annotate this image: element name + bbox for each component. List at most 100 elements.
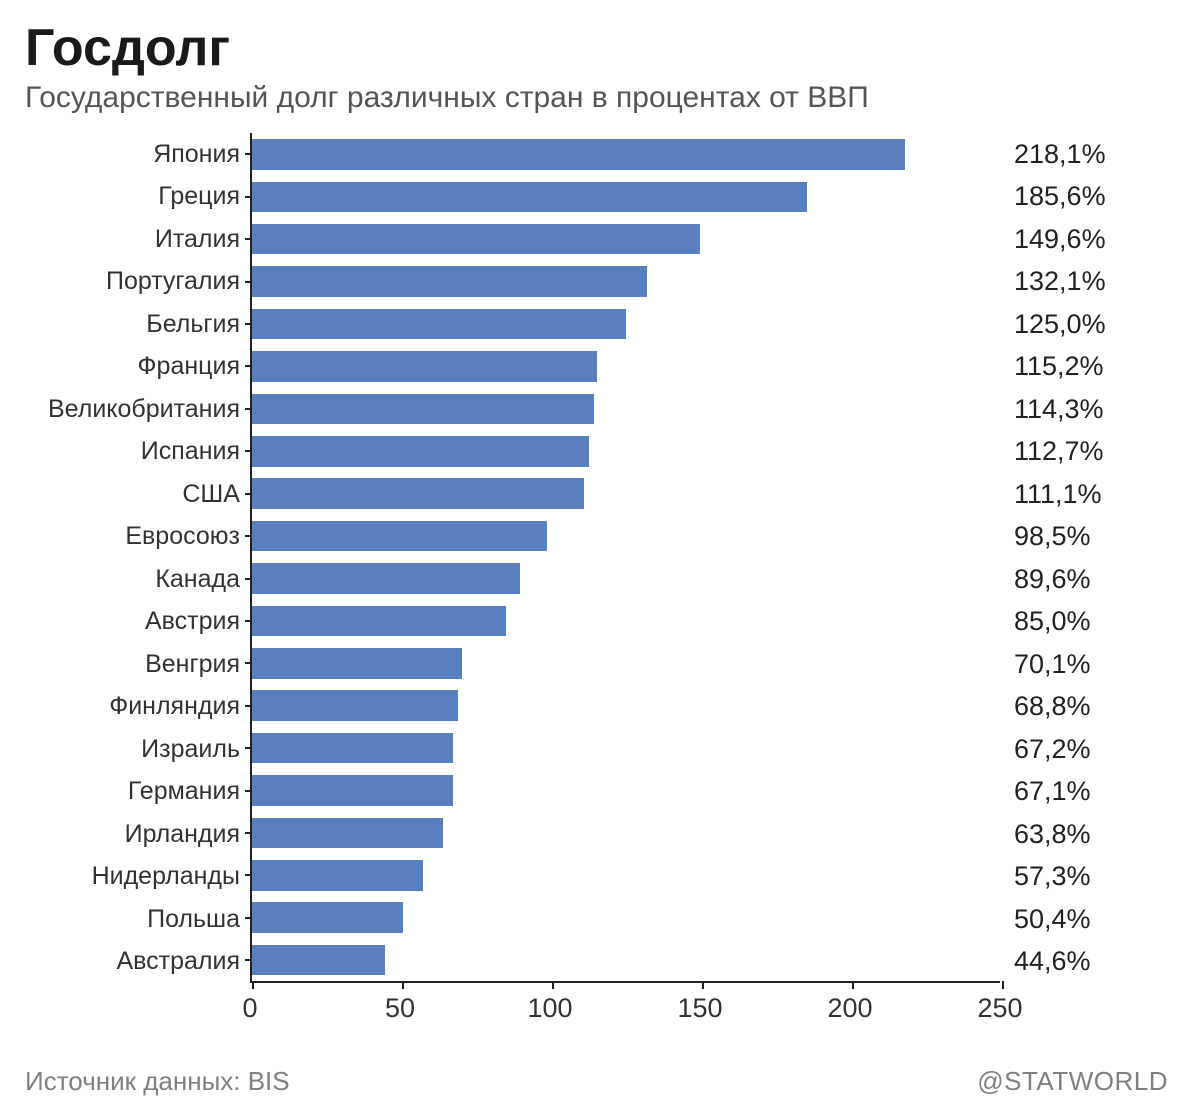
bar xyxy=(252,182,807,213)
chart-title: Госдолг xyxy=(25,20,1168,77)
bar xyxy=(252,902,403,933)
chart-footer: Источник данных: BIS @STATWORLD xyxy=(25,1066,1168,1097)
y-axis-tick xyxy=(245,620,251,622)
bar xyxy=(252,733,453,764)
value-label: 114,3% xyxy=(1014,388,1140,431)
bar-slot xyxy=(252,345,1000,387)
value-label: 98,5% xyxy=(1014,516,1140,559)
bar-slot xyxy=(252,260,1000,302)
attribution-text: @STATWORLD xyxy=(977,1066,1168,1097)
y-axis-label: Великобритания xyxy=(25,388,250,431)
bar-slot xyxy=(252,133,1000,175)
y-axis-tick xyxy=(245,238,251,240)
y-axis-label: Венгрия xyxy=(25,643,250,686)
value-label: 68,8% xyxy=(1014,686,1140,729)
value-label: 112,7% xyxy=(1014,431,1140,474)
bar-slot xyxy=(252,472,1000,514)
value-label: 44,6% xyxy=(1014,941,1140,984)
source-text: Источник данных: BIS xyxy=(25,1066,290,1097)
bar-slot xyxy=(252,515,1000,557)
value-label: 115,2% xyxy=(1014,346,1140,389)
bar-slot xyxy=(252,897,1000,939)
bar xyxy=(252,351,597,382)
y-axis-tick xyxy=(245,365,251,367)
bar xyxy=(252,563,520,594)
bar-slot xyxy=(252,176,1000,218)
bar xyxy=(252,309,626,340)
y-axis-label: Испания xyxy=(25,431,250,474)
y-axis-tick xyxy=(245,578,251,580)
bar xyxy=(252,139,905,170)
y-axis-label: Германия xyxy=(25,771,250,814)
x-axis-tick xyxy=(552,981,554,989)
bar-slot xyxy=(252,430,1000,472)
value-label: 185,6% xyxy=(1014,176,1140,219)
bar-slot xyxy=(252,303,1000,345)
chart: ЯпонияГрецияИталияПортугалияБельгияФранц… xyxy=(25,133,1168,1030)
y-axis-label: Ирландия xyxy=(25,813,250,856)
value-label: 50,4% xyxy=(1014,898,1140,941)
y-axis-label: Бельгия xyxy=(25,303,250,346)
y-axis-label: Израиль xyxy=(25,728,250,771)
x-axis-tick xyxy=(852,981,854,989)
y-axis-tick xyxy=(245,917,251,919)
bar-slot xyxy=(252,769,1000,811)
y-axis-label: Австралия xyxy=(25,941,250,984)
value-label: 125,0% xyxy=(1014,303,1140,346)
bar-slot xyxy=(252,854,1000,896)
y-axis-label: Португалия xyxy=(25,261,250,304)
bar-slot xyxy=(252,642,1000,684)
x-axis-tick xyxy=(702,981,704,989)
bar xyxy=(252,945,385,976)
value-label: 85,0% xyxy=(1014,601,1140,644)
y-axis-label: Австрия xyxy=(25,601,250,644)
y-axis-tick xyxy=(245,450,251,452)
x-axis-tick xyxy=(252,981,254,989)
bar xyxy=(252,648,462,679)
bar xyxy=(252,606,506,637)
y-axis-label: Франция xyxy=(25,346,250,389)
y-axis-tick xyxy=(245,832,251,834)
value-label: 149,6% xyxy=(1014,218,1140,261)
y-axis-labels: ЯпонияГрецияИталияПортугалияБельгияФранц… xyxy=(25,133,250,983)
x-axis-tick xyxy=(1002,981,1004,989)
bar xyxy=(252,478,584,509)
y-axis-tick xyxy=(245,281,251,283)
y-axis-tick xyxy=(245,408,251,410)
plot-area xyxy=(250,133,1000,983)
y-axis-label: Евросоюз xyxy=(25,516,250,559)
value-label: 132,1% xyxy=(1014,261,1140,304)
x-axis-tick-label: 100 xyxy=(527,993,572,1024)
y-axis-label: США xyxy=(25,473,250,516)
value-label: 67,1% xyxy=(1014,771,1140,814)
y-axis-label: Канада xyxy=(25,558,250,601)
value-label: 70,1% xyxy=(1014,643,1140,686)
bar-slot xyxy=(252,557,1000,599)
bar xyxy=(252,394,594,425)
value-label: 67,2% xyxy=(1014,728,1140,771)
y-axis-tick xyxy=(245,662,251,664)
bar xyxy=(252,818,443,849)
x-axis-tick-label: 150 xyxy=(677,993,722,1024)
bar xyxy=(252,860,423,891)
chart-subtitle: Государственный долг различных стран в п… xyxy=(25,81,1168,115)
bar xyxy=(252,436,589,467)
value-label: 57,3% xyxy=(1014,856,1140,899)
y-axis-tick xyxy=(245,535,251,537)
x-axis-tick-label: 250 xyxy=(977,993,1022,1024)
bar-slot xyxy=(252,218,1000,260)
x-axis-tick-label: 200 xyxy=(827,993,872,1024)
y-axis-tick xyxy=(245,493,251,495)
y-axis-label: Италия xyxy=(25,218,250,261)
bar xyxy=(252,690,458,721)
value-label: 111,1% xyxy=(1014,473,1140,516)
value-label: 89,6% xyxy=(1014,558,1140,601)
x-axis: 050100150200250 xyxy=(25,993,1168,1030)
y-axis-tick xyxy=(245,323,251,325)
y-axis-tick xyxy=(245,705,251,707)
x-axis-tick-label: 50 xyxy=(385,993,415,1024)
bar-slot xyxy=(252,684,1000,726)
y-axis-tick xyxy=(245,790,251,792)
y-axis-tick xyxy=(245,959,251,961)
value-labels: 218,1%185,6%149,6%132,1%125,0%115,2%114,… xyxy=(1000,133,1140,983)
